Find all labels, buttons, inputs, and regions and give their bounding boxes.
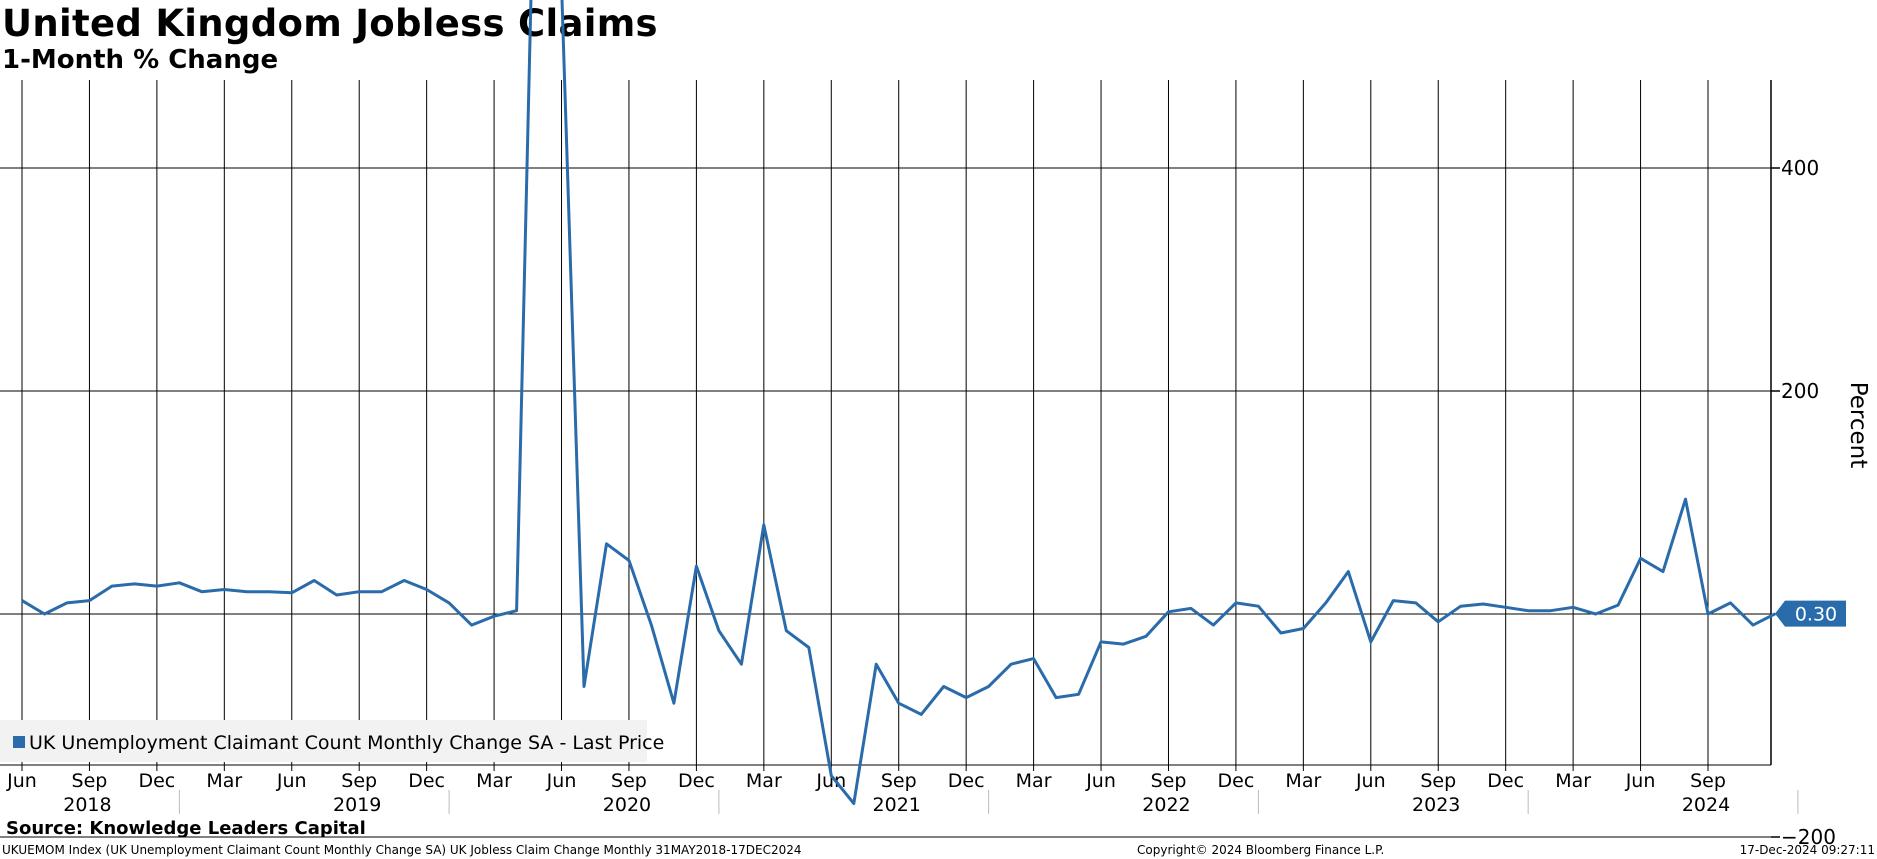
y-axis-label: Percent	[1845, 382, 1871, 469]
footer-copyright: Copyright© 2024 Bloomberg Finance L.P.	[1137, 843, 1385, 857]
x-tick-label: Sep	[72, 770, 108, 792]
y-tick-label: 400	[1781, 156, 1819, 180]
last-value-label: 0.30	[1795, 604, 1837, 626]
x-year-label: 2020	[603, 794, 651, 816]
x-tick-label: Mar	[1285, 770, 1321, 792]
x-year-label: 2018	[63, 794, 111, 816]
x-tick-label: Jun	[1085, 770, 1116, 792]
x-tick-label: Mar	[1016, 770, 1052, 792]
chart-title: United Kingdom Jobless Claims	[2, 2, 658, 45]
series-layer	[21, 0, 1777, 805]
x-year-label: 2023	[1412, 794, 1460, 816]
x-tick-label: Sep	[611, 770, 647, 792]
x-tick-label: Jun	[276, 770, 307, 792]
x-tick-label: Dec	[408, 770, 445, 792]
x-year-label: 2022	[1142, 794, 1190, 816]
x-year-label: 2024	[1682, 794, 1730, 816]
x-tick-label: Mar	[746, 770, 782, 792]
x-tick-label: Dec	[678, 770, 715, 792]
legend-background	[0, 720, 647, 762]
y-tick-label: 200	[1781, 379, 1819, 403]
y-tick-label: −200	[1781, 825, 1836, 849]
x-tick-label: Dec	[948, 770, 985, 792]
x-tick-label: Jun	[1625, 770, 1656, 792]
x-tick-label: Mar	[1555, 770, 1591, 792]
x-tick-label: Mar	[476, 770, 512, 792]
legend-label: UK Unemployment Claimant Count Monthly C…	[29, 732, 664, 754]
x-tick-label: Sep	[1151, 770, 1187, 792]
x-tick-label: Dec	[138, 770, 175, 792]
x-tick-label: Dec	[1487, 770, 1524, 792]
grid-layer	[0, 80, 1771, 838]
x-tick-label: Jun	[6, 770, 37, 792]
x-tick-label: Sep	[1420, 770, 1456, 792]
x-year-label: 2019	[333, 794, 381, 816]
x-tick-label: Jun	[1355, 770, 1386, 792]
chart-subtitle: 1-Month % Change	[2, 45, 279, 75]
series-line	[21, 0, 1777, 805]
x-tick-label: Mar	[206, 770, 242, 792]
x-year-label: 2021	[873, 794, 921, 816]
axis-layer: Jun Sep Dec Mar Jun Sep Dec Mar Jun Sep Dec Mar Jun S…	[0, 80, 1846, 849]
x-tick-label: Jun	[546, 770, 577, 792]
x-tick-label: Sep	[341, 770, 377, 792]
legend: UK Unemployment Claimant Count Monthly C…	[0, 720, 664, 762]
legend-swatch	[13, 736, 25, 748]
footer-index-description: UKUEMOM Index (UK Unemployment Claimant …	[2, 843, 802, 857]
x-tick-label: Sep	[1690, 770, 1726, 792]
last-value-marker: 0.30	[1775, 600, 1846, 627]
footer-timestamp: 17-Dec-2024 09:27:11	[1739, 843, 1875, 857]
x-tick-label: Dec	[1218, 770, 1255, 792]
last-value-badge	[1775, 600, 1846, 627]
x-tick-label: Sep	[881, 770, 917, 792]
source-note: Source: Knowledge Leaders Capital	[6, 818, 366, 839]
